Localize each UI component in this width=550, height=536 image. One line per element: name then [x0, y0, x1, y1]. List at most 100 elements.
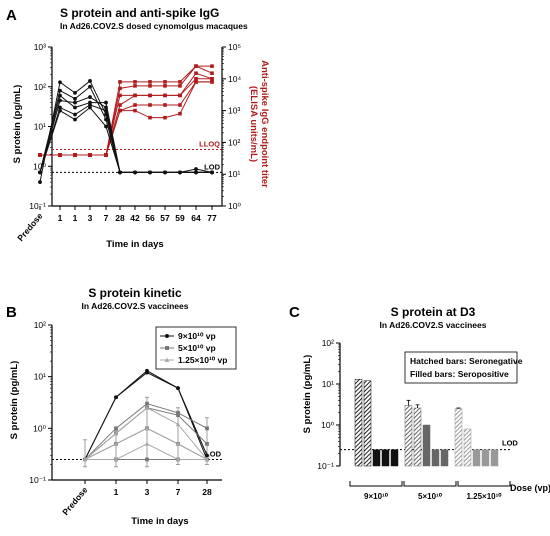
a-igg-point [163, 80, 167, 84]
c-group-label: 5×10¹⁰ [418, 492, 443, 501]
b-legend-swatch-marker [165, 334, 169, 338]
a-igg-point [178, 93, 182, 98]
a-sprotein-point [38, 170, 42, 175]
panel-a-y2label-1: Anti-spike IgG endpoint titer [259, 60, 270, 188]
c-group-bracket [457, 481, 511, 487]
c-bar [431, 449, 440, 467]
a-igg-point [118, 93, 122, 98]
a-igg-point [210, 80, 214, 84]
a-xtick-label: 1 [58, 213, 63, 223]
panel-letter-a: A [6, 7, 17, 24]
a-xtick-label: 56 [145, 213, 155, 223]
a-sprotein-point [73, 96, 77, 101]
a-xtick-label: 28 [115, 213, 125, 223]
a-lod-label: LOD [204, 162, 220, 171]
a-sprotein-point [88, 102, 92, 107]
b-xtick-label: 3 [145, 487, 150, 497]
c-bar [404, 405, 413, 467]
b-series-point [113, 457, 119, 462]
a-igg-point [163, 115, 167, 120]
b-legend-swatch-marker [165, 346, 169, 350]
a-igg-point [194, 71, 198, 76]
b-legend-label: 1.25×10¹⁰ vp [178, 355, 227, 365]
b-series-point [175, 441, 181, 446]
b-xtick-label: 28 [202, 487, 212, 497]
b-legend-label: 9×10¹⁰ vp [178, 331, 216, 341]
c-bar [381, 449, 390, 467]
b-ytick-label: 10¹ [34, 372, 46, 382]
panel-a-title: S protein and anti-spike IgG [60, 6, 219, 20]
c-bar [413, 407, 422, 467]
a-sprotein-point [58, 80, 62, 85]
a-sprotein-point [73, 112, 77, 117]
b-series-point [175, 421, 181, 427]
a-igg-point [163, 103, 167, 107]
a-y2tick-label: 10⁵ [228, 42, 241, 52]
a-igg-point [133, 80, 137, 84]
c-bar [354, 379, 363, 467]
a-igg-line [40, 81, 212, 156]
b-series-line [85, 443, 207, 460]
a-igg-point [58, 153, 62, 157]
a-sprotein-point [73, 117, 77, 122]
a-xtick-label: 1 [73, 213, 78, 223]
a-y2tick-label: 10³ [228, 106, 240, 116]
b-series-point [113, 430, 119, 436]
a-igg-point [194, 77, 198, 81]
a-igg-point [148, 80, 152, 84]
a-sprotein-line [39, 94, 212, 173]
b-ytick-label: 10⁰ [33, 423, 46, 433]
c-ytick-label: 10⁻¹ [317, 461, 334, 471]
a-y2tick-label: 10⁴ [228, 74, 241, 84]
c-bar [390, 449, 399, 467]
a-igg-point [73, 153, 77, 157]
a-sprotein-point [58, 88, 62, 93]
c-group-bracket [349, 481, 403, 487]
c-ytick-label: 10¹ [322, 379, 334, 389]
a-y2tick-label: 10¹ [228, 169, 240, 179]
a-sprotein-point [58, 105, 62, 110]
a-y2tick-label: 10⁰ [228, 201, 241, 211]
a-ytick-label: 10⁰ [33, 161, 46, 171]
a-ytick-label: 10² [34, 82, 46, 92]
a-igg-point [210, 71, 214, 76]
panel-a-xlabel: Time in days [106, 239, 163, 250]
b-series-point [145, 370, 149, 375]
b-xtick-label: 7 [176, 487, 181, 497]
panel-c-subtitle: In Ad26.COV2.S vaccinees [380, 320, 487, 330]
a-sprotein-point [194, 167, 198, 171]
a-ytick-label: 10⁻¹ [29, 201, 46, 211]
a-sprotein-point [73, 100, 77, 105]
panel-a-plot: 10⁻¹ 10⁰ 10¹ 10² 10³ 10⁰ 10¹ 10² 10³ 10⁴ 10⁵ Predos… [15, 42, 241, 243]
a-igg-point [178, 111, 182, 116]
a-xtick-label: 57 [160, 213, 170, 223]
a-xtick-label: 59 [175, 213, 185, 223]
a-sprotein-point [88, 79, 92, 83]
b-legend-label: 5×10¹⁰ vp [178, 343, 216, 353]
a-igg-point [133, 108, 137, 113]
c-bar [481, 449, 490, 467]
panel-b-subtitle: In Ad26.COV2.S vaccinees [82, 301, 189, 311]
a-igg-point [178, 84, 182, 88]
b-series-point [205, 426, 209, 431]
a-igg-point [148, 115, 152, 120]
panel-a-ylabel: S protein (pg/mL) [12, 85, 23, 164]
a-xtick-label: 3 [88, 213, 93, 223]
a-sprotein-point [163, 170, 167, 175]
a-sprotein-point [148, 170, 152, 175]
a-sprotein-point [58, 98, 62, 103]
panel-b: B S protein kinetic In Ad26.COV2.S vacci… [6, 286, 237, 527]
a-sprotein-point [73, 105, 77, 110]
a-igg-point [163, 84, 167, 88]
b-series-point [144, 405, 150, 410]
panel-b-ylabel: S protein (pg/mL) [9, 361, 20, 440]
b-series-point [176, 413, 180, 418]
a-igg-point [210, 77, 214, 81]
panel-letter-c: C [289, 304, 300, 321]
panel-c-plot: 10⁻¹ 10⁰ 10¹ 10² LOD 9×10¹⁰ 5×10¹⁰ 1.25×10¹⁰ Hat… [317, 338, 522, 501]
a-igg-point [194, 80, 198, 84]
a-igg-point [148, 93, 152, 98]
a-sprotein-point [133, 170, 137, 175]
c-group-bracket [403, 481, 457, 487]
